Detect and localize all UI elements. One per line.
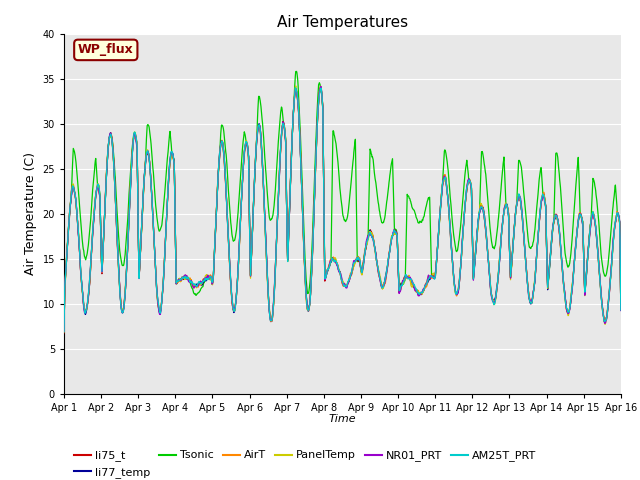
NR01_PRT [429, 275, 437, 280]
li77_temp [246, 255, 254, 261]
PanelTemp [292, 83, 300, 89]
PanelTemp [551, 214, 559, 220]
Line: li75_t: li75_t [64, 87, 621, 333]
li77_temp [316, 85, 324, 91]
Line: AM25T_PRT: AM25T_PRT [64, 88, 621, 332]
li77_temp [429, 274, 437, 279]
Tsonic [502, 201, 509, 207]
AirT [502, 201, 509, 207]
li77_temp [60, 327, 68, 333]
li77_temp [551, 216, 559, 222]
li75_t [60, 330, 68, 336]
li75_t [184, 275, 191, 281]
AM25T_PRT [170, 162, 178, 168]
NR01_PRT [170, 163, 178, 168]
AM25T_PRT [246, 255, 254, 261]
AM25T_PRT [60, 329, 68, 335]
li75_t [617, 307, 625, 313]
Line: PanelTemp: PanelTemp [64, 86, 621, 332]
PanelTemp [184, 276, 191, 282]
AM25T_PRT [184, 275, 191, 280]
li75_t [170, 162, 178, 168]
PanelTemp [617, 307, 625, 312]
PanelTemp [502, 200, 509, 206]
Tsonic [184, 274, 191, 280]
NR01_PRT [551, 215, 559, 220]
Tsonic [246, 253, 254, 259]
AirT [551, 214, 559, 220]
PanelTemp [170, 162, 178, 168]
PanelTemp [429, 271, 437, 276]
li75_t [246, 255, 254, 261]
AM25T_PRT [429, 274, 437, 280]
AirT [170, 164, 178, 169]
AirT [246, 253, 254, 259]
AM25T_PRT [502, 202, 509, 207]
NR01_PRT [184, 276, 191, 282]
Line: AirT: AirT [64, 87, 621, 332]
Tsonic [292, 69, 300, 74]
AirT [429, 275, 437, 281]
Line: NR01_PRT: NR01_PRT [64, 86, 621, 331]
AirT [617, 306, 625, 312]
Line: li77_temp: li77_temp [64, 88, 621, 330]
Line: Tsonic: Tsonic [64, 72, 621, 331]
NR01_PRT [246, 253, 254, 259]
li77_temp [502, 201, 509, 207]
AM25T_PRT [292, 85, 300, 91]
Legend: li75_t, li77_temp, Tsonic, AirT, PanelTemp, NR01_PRT, AM25T_PRT: li75_t, li77_temp, Tsonic, AirT, PanelTe… [70, 446, 541, 480]
Text: WP_flux: WP_flux [78, 43, 134, 56]
li75_t [429, 273, 437, 279]
Tsonic [60, 328, 68, 334]
Tsonic [617, 307, 625, 313]
Tsonic [429, 274, 437, 280]
AirT [184, 275, 191, 281]
AirT [60, 329, 68, 335]
Tsonic [551, 177, 559, 183]
li75_t [317, 84, 324, 90]
PanelTemp [246, 257, 254, 263]
Title: Air Temperatures: Air Temperatures [277, 15, 408, 30]
AM25T_PRT [617, 307, 625, 313]
PanelTemp [60, 329, 68, 335]
NR01_PRT [60, 328, 68, 334]
Y-axis label: Air Temperature (C): Air Temperature (C) [24, 152, 37, 275]
AM25T_PRT [551, 213, 559, 219]
X-axis label: Time: Time [328, 414, 356, 424]
li75_t [502, 202, 509, 207]
li77_temp [617, 307, 625, 312]
li77_temp [170, 160, 178, 166]
li77_temp [184, 276, 191, 282]
NR01_PRT [617, 308, 625, 313]
AirT [317, 84, 324, 90]
NR01_PRT [502, 202, 509, 207]
NR01_PRT [317, 84, 324, 89]
li75_t [551, 213, 559, 219]
Tsonic [170, 160, 178, 166]
